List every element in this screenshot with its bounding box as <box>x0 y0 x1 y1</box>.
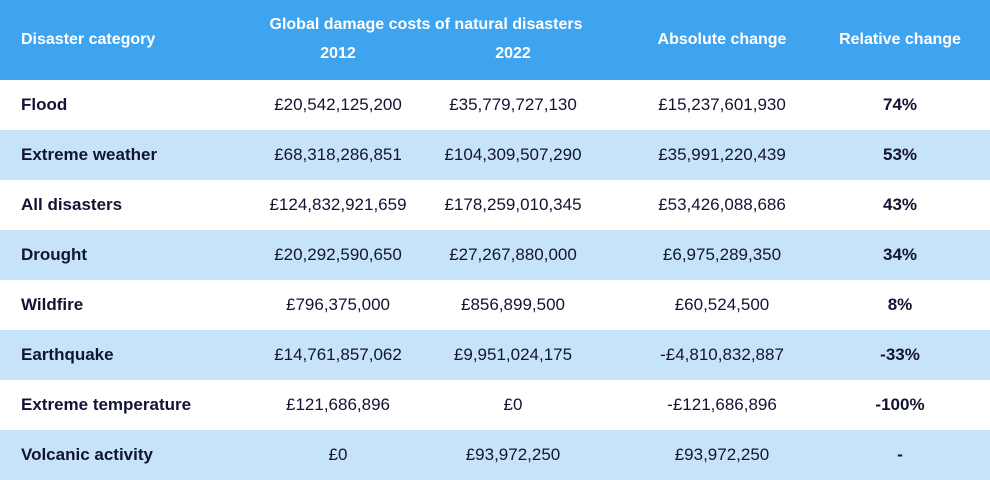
cell-category: Earthquake <box>21 345 114 364</box>
table-row: All disasters £124,832,921,659 £178,259,01… <box>0 180 990 230</box>
cell-2012: £121,686,896 <box>286 395 390 414</box>
cell-absolute-change: £93,972,250 <box>674 445 770 464</box>
cell-relative-change: 8% <box>887 295 913 314</box>
header-year-2012: 2012 <box>320 45 356 62</box>
cell-category: Wildfire <box>21 295 84 314</box>
cell-2022: £104,309,507,290 <box>444 145 582 164</box>
cell-relative-change: -33% <box>880 345 920 364</box>
cell-relative-change: - <box>897 445 903 464</box>
cell-relative-change: 34% <box>882 245 918 264</box>
cell-2022: £35,779,727,130 <box>449 95 577 114</box>
cell-category: All disasters <box>21 195 123 214</box>
cell-absolute-change: -£121,686,896 <box>667 395 777 414</box>
cell-2012: £124,832,921,659 <box>269 195 407 214</box>
cell-category: Flood <box>21 95 68 114</box>
cell-2012: £20,542,125,200 <box>274 95 402 114</box>
header-year-2022: 2022 <box>495 45 531 62</box>
cell-2012: £14,761,857,062 <box>274 345 402 364</box>
cell-2012: £68,318,286,851 <box>274 145 402 164</box>
cell-absolute-change: £6,975,289,350 <box>662 245 782 264</box>
cell-2022: £93,972,250 <box>465 445 561 464</box>
cell-2022: £856,899,500 <box>461 295 565 314</box>
header-disaster-category: Disaster category <box>21 31 156 48</box>
cell-category: Drought <box>21 245 88 264</box>
cell-absolute-change: £15,237,601,930 <box>658 95 786 114</box>
cell-2022: £178,259,010,345 <box>444 195 582 214</box>
table-row: Flood £20,542,125,200 £35,779,727,130 £15,2… <box>0 80 990 130</box>
header-absolute-change: Absolute change <box>657 31 787 48</box>
table-row: Earthquake £14,761,857,062 £9,951,024,175 -… <box>0 330 990 380</box>
cell-category: Extreme temperature <box>21 395 192 414</box>
cell-absolute-change: -£4,810,832,887 <box>660 345 784 364</box>
cell-2012: £796,375,000 <box>286 295 390 314</box>
cell-relative-change: 53% <box>882 145 918 164</box>
header-relative-change: Relative change <box>839 31 961 48</box>
cell-absolute-change: £53,426,088,686 <box>658 195 786 214</box>
table-header: Disaster category Global damage costs of… <box>0 0 990 80</box>
cell-2022: £9,951,024,175 <box>453 345 573 364</box>
cell-relative-change: 43% <box>882 195 918 214</box>
table-body: Flood £20,542,125,200 £35,779,727,130 £15,2… <box>0 80 990 480</box>
cell-2022: £27,267,880,000 <box>449 245 577 264</box>
table-row: Volcanic activity £0 £93,972,250 £93,972,25… <box>0 430 990 480</box>
header-group-title: Global damage costs of natural disasters <box>269 16 583 33</box>
cell-absolute-change: £60,524,500 <box>674 295 770 314</box>
cell-relative-change: -100% <box>875 395 925 414</box>
cell-2022: £0 <box>503 395 523 414</box>
cell-category: Volcanic activity <box>21 445 153 464</box>
cell-relative-change: 74% <box>882 95 918 114</box>
cell-2012: £0 <box>328 445 348 464</box>
table-row: Drought £20,292,590,650 £27,267,880,000 £6,… <box>0 230 990 280</box>
table-row: Wildfire £796,375,000 £856,899,500 £60,524,… <box>0 280 990 330</box>
cell-category: Extreme weather <box>21 145 158 164</box>
cell-2012: £20,292,590,650 <box>274 245 402 264</box>
table-row: Extreme weather £68,318,286,851 £104,309,5… <box>0 130 990 180</box>
table-row: Extreme temperature £121,686,896 £0 -£121,6… <box>0 380 990 430</box>
cell-absolute-change: £35,991,220,439 <box>658 145 786 164</box>
